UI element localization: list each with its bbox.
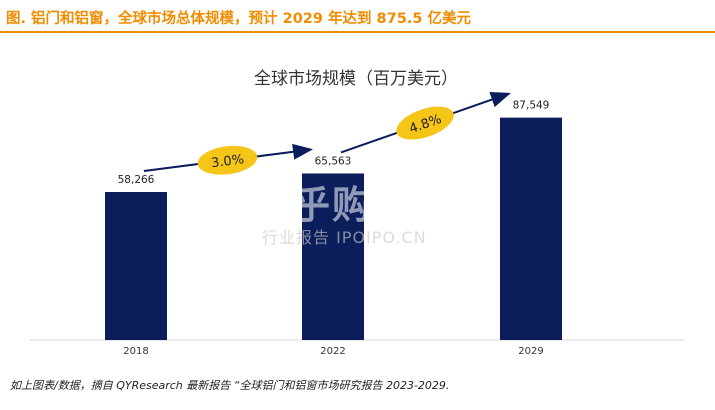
bar-chart: 全球市场规模（百万美元） 58,266 2018 65,563 2022 87,549 2… xyxy=(29,69,684,357)
header-divider xyxy=(0,31,715,33)
x-tick-2029: 2029 xyxy=(518,346,543,357)
report-header: 图. 铝门和铝窗，全球市场总体规模，预计 2029 年达到 875.5 亿美元 xyxy=(0,0,715,34)
x-tick-2018: 2018 xyxy=(123,346,148,357)
figure-caption: 图. 铝门和铝窗，全球市场总体规模，预计 2029 年达到 875.5 亿美元 xyxy=(6,11,471,27)
chart-panel: 全球市场规模（百万美元） 58,266 2018 65,563 2022 87,549 2… xyxy=(19,56,694,372)
source-footnote: 如上图表/数据，摘自 QYResearch 最新报告 “全球铝门和铝窗市场研究报… xyxy=(10,379,450,392)
bar-2022 xyxy=(302,173,364,340)
bar-2018 xyxy=(105,192,167,340)
watermark-logo-text: 加乎购家 xyxy=(252,183,413,227)
chart-title: 全球市场规模（百万美元） xyxy=(254,69,458,89)
bar-2029 xyxy=(500,117,562,340)
x-tick-2022: 2022 xyxy=(320,346,345,357)
data-label-2018: 58,266 xyxy=(118,174,155,186)
data-label-2022: 65,563 xyxy=(315,155,352,167)
watermark-site-text: 行业报告 IPOIPO.CN xyxy=(262,228,427,247)
data-label-2029: 87,549 xyxy=(513,100,550,112)
growth-rate-label-1: 3.0% xyxy=(210,152,245,171)
growth-badge-2 xyxy=(396,106,454,140)
growth-badge-1 xyxy=(197,145,258,175)
